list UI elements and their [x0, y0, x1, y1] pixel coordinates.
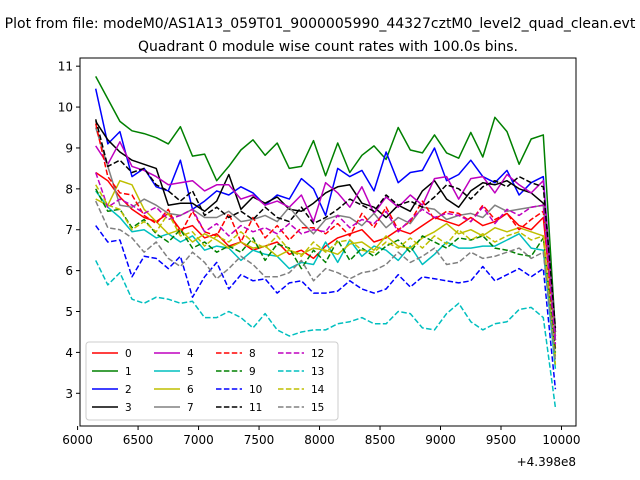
legend-label: 15 [311, 402, 324, 414]
x-tick-label: 10000 [542, 433, 580, 447]
legend-label: 13 [311, 366, 324, 378]
y-tick-label: 6 [65, 264, 73, 278]
legend-label: 11 [249, 402, 262, 414]
legend-label: 7 [187, 402, 194, 414]
series-line-13 [95, 260, 557, 408]
y-tick-label: 4 [65, 346, 73, 360]
series-line-14 [95, 184, 557, 365]
y-tick-label: 3 [65, 387, 73, 401]
y-tick-label: 5 [65, 305, 73, 319]
axes-frame [79, 57, 577, 427]
y-tick-label: 9 [65, 141, 73, 155]
series-line-10 [95, 225, 557, 390]
y-axis: 3 4 5 6 7 8 9 10 11 [58, 60, 80, 401]
series-line-12 [94, 172, 557, 345]
x-tick-label: 6000 [62, 433, 93, 447]
series-line-7 [94, 127, 557, 341]
chart-title: Quadrant 0 module wise count rates with … [138, 39, 518, 55]
series-line-11 [94, 119, 557, 328]
series-line-5 [95, 190, 557, 369]
figure-suptitle: Plot from file: modeM0/AS1A13_059T01_900… [5, 16, 636, 32]
legend-label: 0 [125, 348, 132, 360]
legend-box [85, 341, 339, 421]
x-axis: 6000 6500 7000 7500 8000 8500 9000 9500 10000 [62, 426, 581, 447]
legend-label: 1 [125, 366, 132, 378]
x-tick-label: 8500 [365, 433, 396, 447]
legend-label: 4 [187, 348, 194, 360]
series-line-4 [95, 141, 557, 337]
x-tick-label: 6500 [123, 433, 154, 447]
series-line-2 [94, 88, 557, 341]
series-line-15 [95, 200, 557, 361]
x-tick-label: 8000 [304, 433, 335, 447]
legend-label: 3 [125, 402, 132, 414]
x-offset-label: +4.398e8 [517, 455, 576, 469]
legend-label: 5 [187, 366, 194, 378]
legend-label: 9 [249, 366, 256, 378]
legend-label: 14 [311, 384, 325, 396]
x-tick-label: 7000 [183, 433, 214, 447]
x-tick-label: 7500 [244, 433, 275, 447]
x-tick-label: 9500 [486, 433, 517, 447]
y-tick-label: 10 [58, 101, 73, 115]
y-tick-label: 7 [65, 223, 73, 237]
series-line-6 [95, 179, 557, 357]
series-line-1 [95, 76, 557, 333]
y-tick-label: 11 [58, 60, 73, 74]
legend-label: 2 [125, 384, 132, 396]
y-tick-label: 8 [65, 182, 73, 196]
legend-label: 8 [249, 348, 256, 360]
x-tick-label: 9000 [425, 433, 456, 447]
legend-label: 10 [249, 384, 262, 396]
legend-label: 6 [187, 384, 194, 396]
plot-area [94, 76, 557, 408]
series-line-9 [95, 188, 557, 353]
legend-label: 12 [311, 348, 324, 360]
series-line-3 [95, 120, 557, 333]
